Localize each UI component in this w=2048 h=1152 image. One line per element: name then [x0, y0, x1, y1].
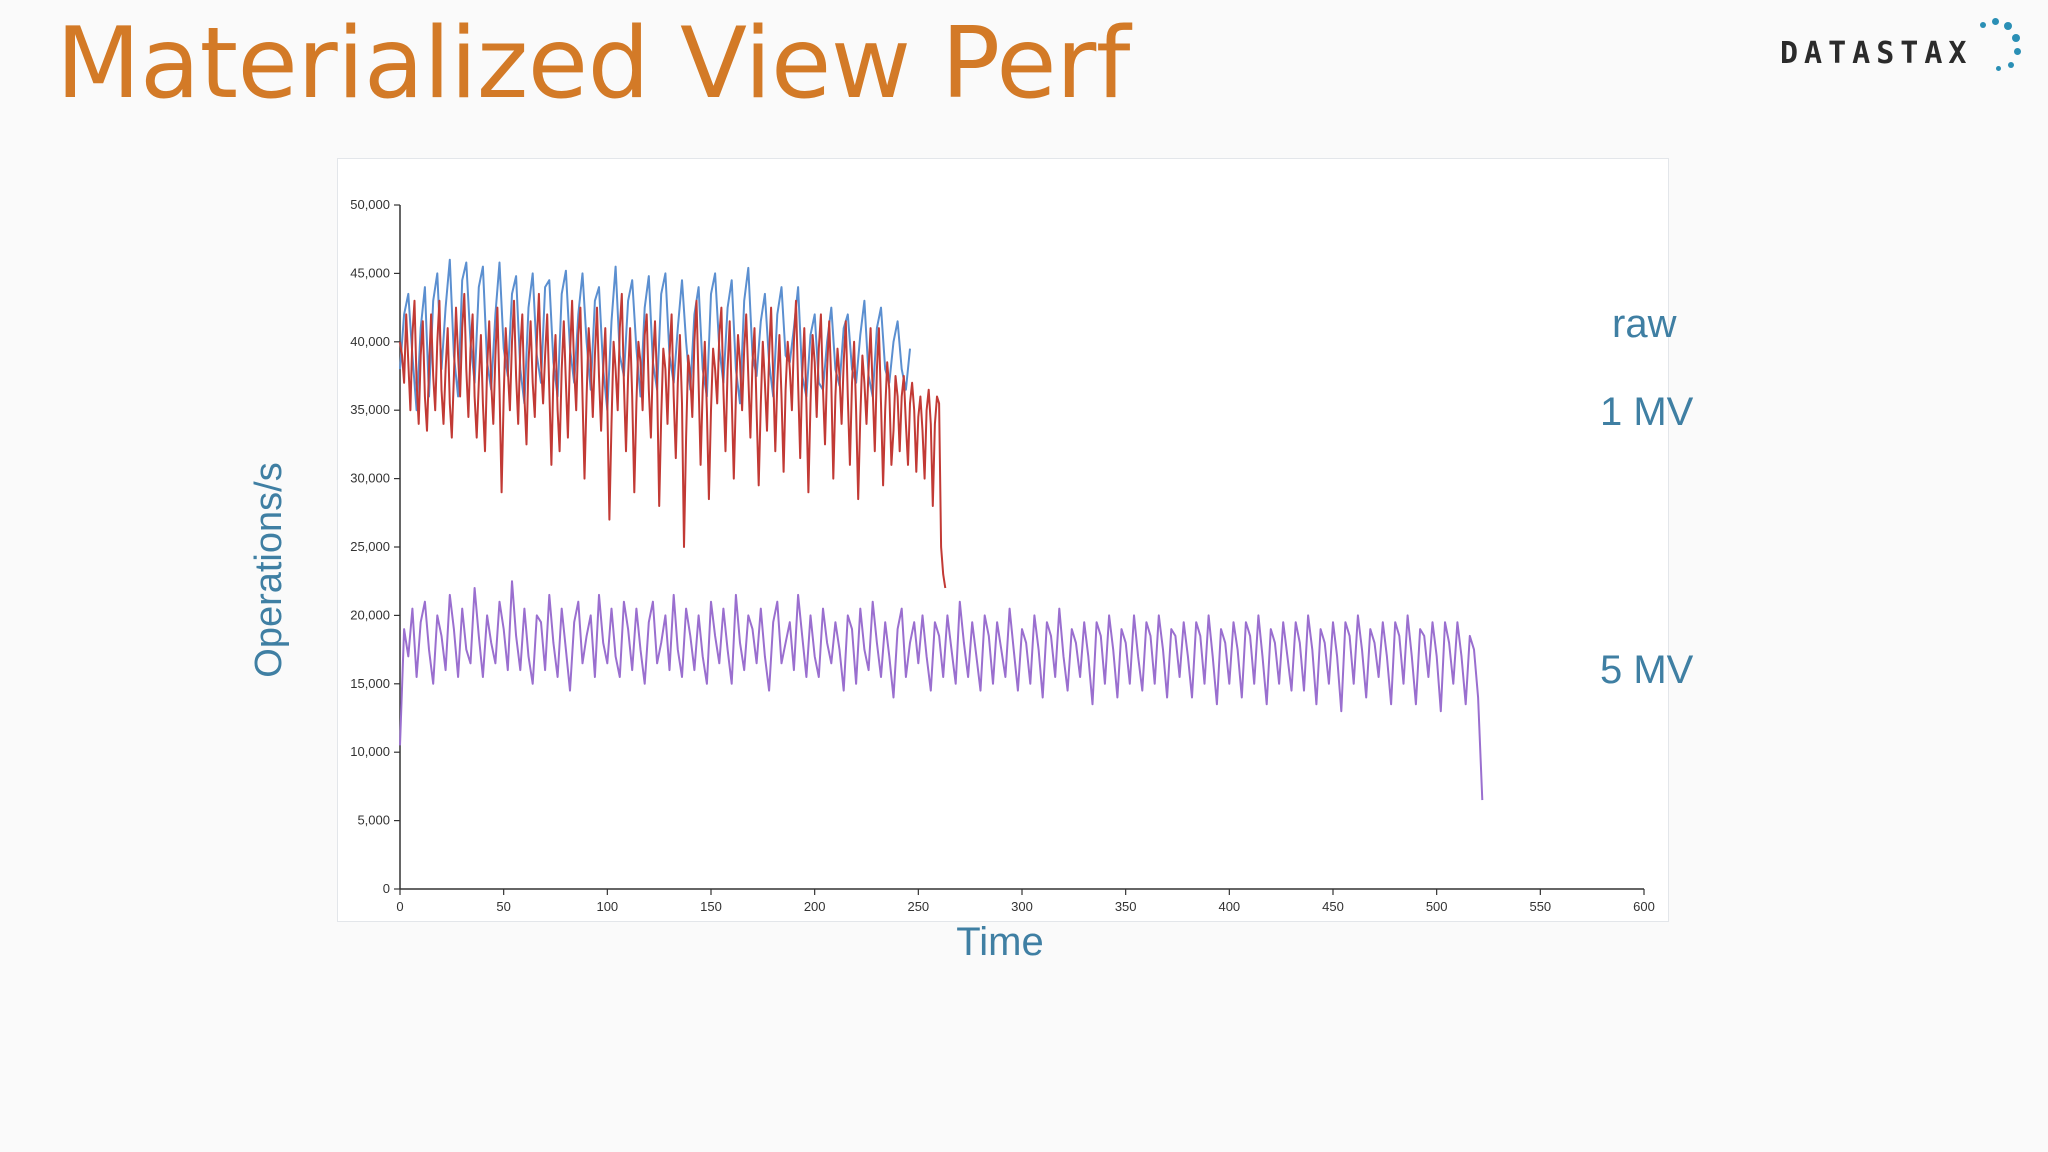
- line-chart: 0 5,000 10,000 15,000 20,000 25,000 30,000 35,0…: [350, 197, 1655, 914]
- y-tick-label: 20,000: [350, 607, 390, 622]
- logo-dot-icon: [2012, 34, 2020, 42]
- logo-dot-icon: [1992, 18, 1999, 25]
- logo-wordmark: DATASTAX: [1780, 36, 1973, 71]
- y-tick-label: 10,000: [350, 744, 390, 759]
- chart-panel: 0 5,000 10,000 15,000 20,000 25,000 30,000 35,0…: [337, 158, 1669, 922]
- logo-dot-icon: [1980, 22, 1986, 28]
- x-tick-label: 600: [1633, 899, 1655, 914]
- y-tick-label: 50,000: [350, 197, 390, 212]
- logo-dot-icon: [2008, 62, 2014, 68]
- y-tick-label: 15,000: [350, 676, 390, 691]
- x-tick-label: 450: [1322, 899, 1344, 914]
- series-line-5-mv: [399, 580, 1484, 801]
- x-tick-label: 250: [907, 899, 929, 914]
- x-tick-label: 300: [1011, 899, 1033, 914]
- y-tick-label: 45,000: [350, 265, 390, 280]
- y-tick-label: 25,000: [350, 539, 390, 554]
- x-tick-label: 0: [396, 899, 403, 914]
- x-tick-label: 500: [1426, 899, 1448, 914]
- y-tick-label: 35,000: [350, 402, 390, 417]
- x-tick-label: 150: [700, 899, 722, 914]
- y-axis-label: Operations/s: [248, 462, 290, 678]
- x-tick-label: 100: [596, 899, 618, 914]
- legend-label-raw: raw: [1612, 302, 1677, 346]
- logo-dot-icon: [2014, 48, 2021, 55]
- y-tick-label: 40,000: [350, 334, 390, 349]
- series-line-raw: [399, 258, 911, 412]
- x-tick-label: 550: [1529, 899, 1551, 914]
- slide-title: Materialized View Perf: [56, 7, 1130, 121]
- y-tick-label: 5,000: [357, 813, 390, 828]
- legend-label-5mv: 5 MV: [1600, 648, 1694, 692]
- logo-dot-icon: [2004, 22, 2012, 30]
- x-axis-label: Time: [956, 920, 1044, 964]
- series-line-1-mv: [399, 292, 947, 589]
- legend-label-1mv: 1 MV: [1600, 390, 1694, 434]
- x-tick-label: 400: [1218, 899, 1240, 914]
- y-tick-label: 0: [383, 881, 390, 896]
- x-tick-label: 200: [804, 899, 826, 914]
- datastax-logo: DATASTAX: [1780, 16, 2040, 76]
- x-tick-label: 350: [1115, 899, 1137, 914]
- logo-dot-icon: [1996, 66, 2001, 71]
- y-tick-label: 30,000: [350, 471, 390, 486]
- x-tick-label: 50: [496, 899, 510, 914]
